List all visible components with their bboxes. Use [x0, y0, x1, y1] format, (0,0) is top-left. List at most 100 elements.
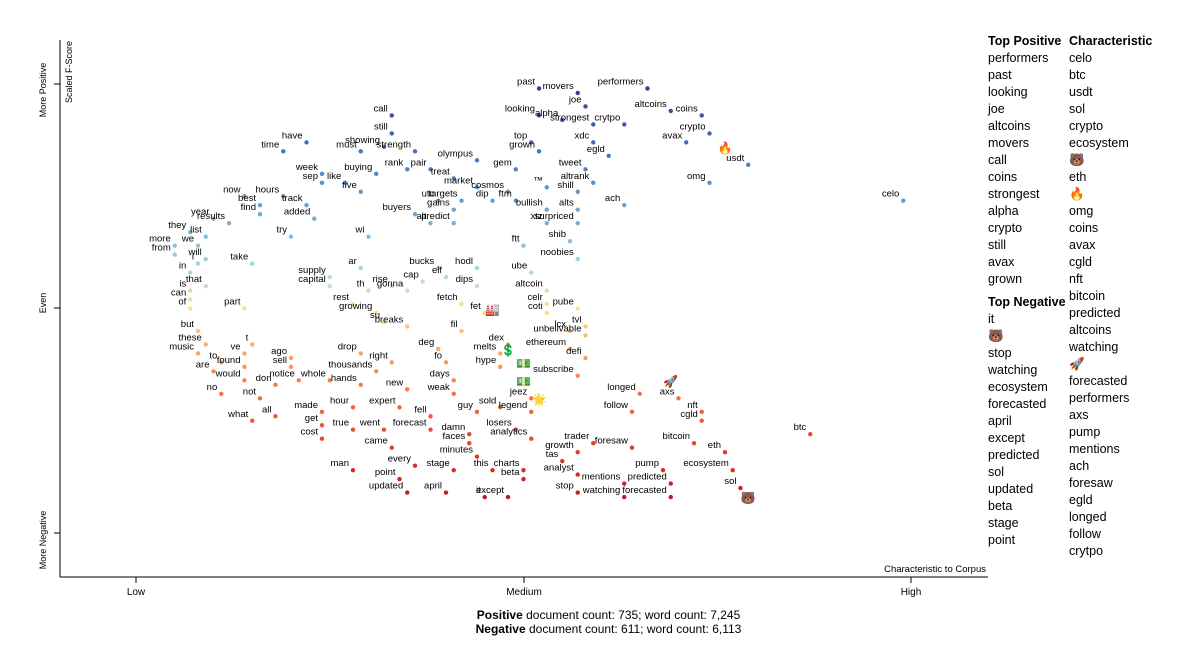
term-list-item[interactable]: ecosystem [988, 380, 1048, 394]
term-point[interactable] [203, 234, 208, 239]
term-point[interactable] [436, 346, 441, 352]
term-point[interactable] [474, 185, 480, 190]
term-point[interactable] [901, 198, 906, 203]
term-point[interactable] [195, 243, 201, 248]
term-label[interactable]: treat [431, 166, 450, 177]
term-point[interactable] [211, 216, 216, 221]
term-label[interactable]: new [386, 377, 404, 388]
term-point[interactable] [629, 409, 635, 414]
term-point[interactable] [560, 458, 565, 464]
term-point[interactable] [389, 360, 394, 365]
term-label[interactable]: still [374, 121, 388, 132]
term-label[interactable]: predict [421, 211, 450, 222]
term-point[interactable] [544, 301, 549, 307]
term-label[interactable]: jeez [509, 386, 528, 397]
term-list-item[interactable]: coins [1069, 221, 1099, 235]
term-point[interactable] [319, 436, 325, 441]
term-label[interactable]: year [191, 207, 209, 218]
term-point[interactable] [405, 167, 410, 172]
term-list-item[interactable]: pump [1069, 425, 1101, 439]
term-point[interactable] [521, 467, 526, 473]
term-point[interactable] [474, 265, 480, 271]
term-point[interactable] [575, 306, 580, 311]
term-point[interactable] [513, 198, 518, 203]
term-point[interactable] [459, 328, 464, 334]
term-point[interactable] [172, 252, 177, 257]
term-list-item[interactable]: predicted [988, 448, 1040, 462]
term-point[interactable] [474, 283, 480, 289]
term-point[interactable] [490, 467, 495, 473]
term-point[interactable] [529, 140, 534, 145]
term-point[interactable] [575, 207, 580, 212]
term-label[interactable]: sold [479, 395, 496, 406]
term-point[interactable] [188, 306, 193, 311]
term-point[interactable] [490, 198, 495, 203]
term-label[interactable]: damn [441, 422, 465, 433]
term-label[interactable]: ethereum [526, 337, 566, 348]
term-list-item[interactable]: 🐻 [988, 329, 1004, 343]
term-label[interactable]: altrank [561, 171, 590, 182]
term-label[interactable]: looking [505, 103, 535, 114]
term-label[interactable]: pube [553, 297, 574, 308]
term-point[interactable] [699, 409, 704, 414]
term-label[interactable]: utc [422, 189, 435, 200]
term-point[interactable] [707, 131, 712, 136]
term-list-item[interactable]: past [988, 68, 1012, 82]
term-point[interactable] [567, 328, 573, 334]
term-point[interactable] [451, 220, 456, 226]
term-list-item[interactable]: foresaw [1069, 476, 1113, 490]
term-point[interactable] [281, 194, 286, 199]
term-label[interactable]: omg [687, 171, 705, 182]
term-point[interactable] [397, 405, 402, 410]
term-point[interactable] [529, 436, 534, 441]
term-point[interactable] [451, 467, 456, 473]
term-label[interactable]: capital [298, 274, 325, 285]
term-point[interactable] [575, 189, 580, 194]
term-point[interactable] [436, 198, 441, 203]
term-label[interactable]: performers [598, 76, 644, 87]
term-label[interactable]: losers [486, 418, 512, 429]
term-point[interactable] [242, 306, 247, 311]
term-list-item[interactable]: 🚀 [1069, 357, 1085, 371]
term-list-item[interactable]: crypto [1069, 119, 1104, 133]
term-list-item[interactable]: performers [1069, 391, 1130, 405]
term-point[interactable] [451, 378, 456, 383]
term-point[interactable] [474, 454, 480, 459]
term-point[interactable] [327, 274, 332, 280]
term-point[interactable] [219, 360, 224, 365]
term-list-item[interactable]: updated [988, 482, 1034, 496]
term-label[interactable]: noobies [540, 247, 574, 258]
emoji-point[interactable]: 🌟 [532, 392, 547, 406]
term-point[interactable] [436, 265, 441, 271]
term-label[interactable]: track [282, 193, 303, 204]
term-label[interactable]: time [261, 139, 279, 150]
term-point[interactable] [668, 494, 673, 500]
term-point[interactable] [544, 310, 549, 316]
term-point[interactable] [428, 414, 433, 419]
term-label[interactable]: su [370, 310, 380, 321]
term-list-item[interactable]: mentions [1069, 442, 1120, 456]
term-label[interactable]: is [179, 279, 186, 290]
term-point[interactable] [250, 418, 255, 423]
term-label[interactable]: in [179, 261, 186, 272]
term-list-item[interactable]: avax [988, 255, 1015, 269]
term-label[interactable]: added [284, 207, 310, 218]
term-label[interactable]: now [223, 184, 241, 195]
term-point[interactable] [536, 149, 542, 154]
term-label[interactable]: ube [511, 261, 527, 272]
term-label[interactable]: surpriced [535, 211, 574, 222]
term-point[interactable] [428, 220, 433, 226]
term-label[interactable]: deg [418, 337, 434, 348]
term-point[interactable] [405, 324, 410, 329]
term-list-item[interactable]: performers [988, 51, 1049, 65]
term-label[interactable]: fet [470, 301, 481, 312]
term-point[interactable] [358, 265, 363, 271]
term-label[interactable]: buying [344, 162, 372, 173]
term-label[interactable]: of [178, 297, 186, 308]
term-label[interactable]: went [359, 418, 380, 429]
term-list-item[interactable]: grown [988, 272, 1023, 286]
term-point[interactable] [389, 445, 394, 450]
term-list-item[interactable]: avax [1069, 238, 1096, 252]
term-label[interactable]: can [171, 288, 186, 299]
term-point[interactable] [575, 490, 580, 495]
